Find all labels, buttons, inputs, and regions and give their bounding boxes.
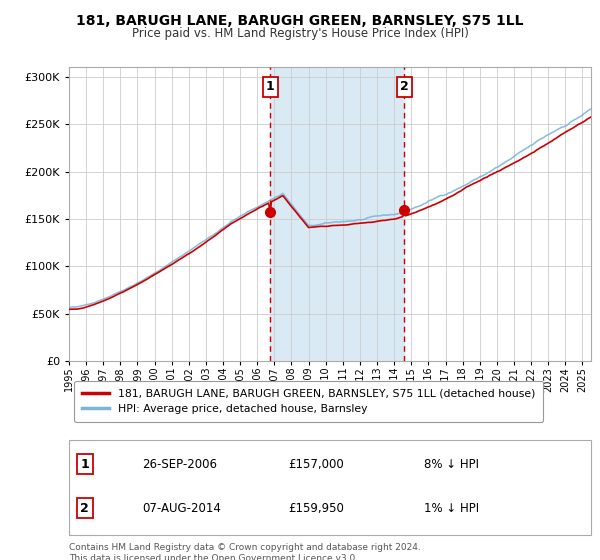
Text: Contains HM Land Registry data © Crown copyright and database right 2024.
This d: Contains HM Land Registry data © Crown c… bbox=[69, 543, 421, 560]
Text: Price paid vs. HM Land Registry's House Price Index (HPI): Price paid vs. HM Land Registry's House … bbox=[131, 27, 469, 40]
Text: 1% ↓ HPI: 1% ↓ HPI bbox=[424, 502, 479, 515]
Text: 2: 2 bbox=[80, 502, 89, 515]
Text: 1: 1 bbox=[80, 458, 89, 471]
Text: 181, BARUGH LANE, BARUGH GREEN, BARNSLEY, S75 1LL: 181, BARUGH LANE, BARUGH GREEN, BARNSLEY… bbox=[76, 14, 524, 28]
Text: 07-AUG-2014: 07-AUG-2014 bbox=[142, 502, 221, 515]
Text: 26-SEP-2006: 26-SEP-2006 bbox=[142, 458, 217, 471]
Text: £157,000: £157,000 bbox=[288, 458, 344, 471]
Text: 2: 2 bbox=[400, 81, 409, 94]
Legend: 181, BARUGH LANE, BARUGH GREEN, BARNSLEY, S75 1LL (detached house), HPI: Average: 181, BARUGH LANE, BARUGH GREEN, BARNSLEY… bbox=[74, 381, 543, 422]
Bar bbox=[270, 67, 404, 361]
Text: 8% ↓ HPI: 8% ↓ HPI bbox=[424, 458, 479, 471]
Text: £159,950: £159,950 bbox=[288, 502, 344, 515]
Text: 1: 1 bbox=[266, 81, 274, 94]
